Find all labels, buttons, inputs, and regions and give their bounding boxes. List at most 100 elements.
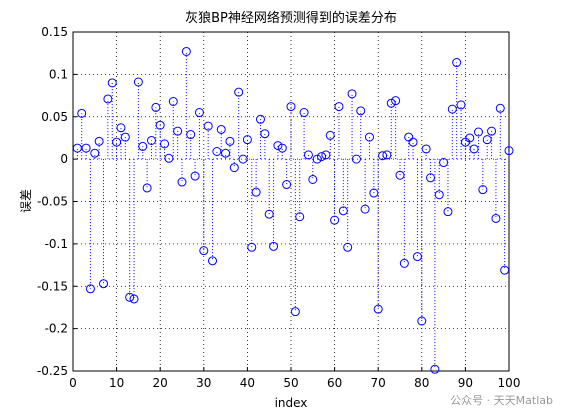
stem-marker [308,174,318,184]
stem-marker [208,256,218,266]
y-tick-label: 0 [60,152,68,166]
stem-marker [194,108,204,118]
x-tick-label: 90 [458,376,473,390]
x-tick-label: 70 [371,376,386,390]
y-tick-label: 0.15 [41,25,68,39]
stem-marker [299,108,309,118]
stem-marker [216,124,226,134]
stem-marker [229,163,239,173]
stem-marker [500,265,510,275]
stem-marker [495,103,505,113]
y-tick-label: -0.1 [45,237,68,251]
stem-marker [120,132,130,142]
stem-marker [277,143,287,153]
stem-marker [487,126,497,136]
stem-marker [186,130,196,140]
stem-marker [99,279,109,289]
stem-marker [203,121,213,131]
stem-marker [286,102,296,112]
stem-marker [255,114,265,124]
stem-marker [290,307,300,317]
x-tick-label: 10 [109,376,124,390]
stem-marker [273,141,283,151]
stem-marker [456,100,466,110]
x-tick-label: 0 [69,376,77,390]
stem-marker [478,185,488,195]
stem-marker [334,102,344,112]
stem-marker [160,139,170,149]
stem-marker [234,87,244,97]
stem-marker [491,213,501,223]
stem-marker [382,150,392,160]
stem-marker [168,96,178,106]
stem-marker [434,190,444,200]
x-tick-label: 100 [498,376,521,390]
stem-marker [242,135,252,145]
stem-marker [181,46,191,56]
stem-marker [391,96,401,106]
stem-marker [129,294,139,304]
stem-marker [269,241,279,251]
plot-frame [72,31,510,372]
stem-marker [469,144,479,154]
stem-marker [116,123,126,133]
stem-marker [264,209,274,219]
stem-marker [72,143,82,153]
stem-marker [107,78,117,88]
stem-marker [260,129,270,139]
stem-marker [247,242,257,252]
stem-marker [151,102,161,112]
y-tick-label: -0.15 [37,279,68,293]
stem-marker [386,98,396,108]
stem-marker [251,187,261,197]
stem-marker [399,258,409,268]
stem-marker [465,133,475,143]
stem-marker [155,120,165,130]
x-tick-label: 20 [153,376,168,390]
stem-marker [417,316,427,326]
stem-marker [77,108,87,118]
y-tick-label: -0.05 [37,195,68,209]
stem-marker [443,207,453,217]
stem-marker [199,246,209,256]
x-tick-label: 60 [327,376,342,390]
stem-marker [395,170,405,180]
y-tick-label: 0.1 [49,67,68,81]
stem-marker [343,242,353,252]
y-tick-label: 0.05 [41,110,68,124]
stem-marker [190,171,200,181]
y-tick-label: -0.2 [45,322,68,336]
stem-marker [473,127,483,137]
stem-marker [138,141,148,151]
stem-marker [81,143,91,153]
stem-marker [177,177,187,187]
stem-marker [221,148,231,158]
stem-marker [112,137,122,147]
y-axis-label: 误差 [19,189,33,213]
stem-marker [317,152,327,162]
y-tick-label: -0.25 [37,364,68,378]
stem-marker [504,146,514,156]
stem-marker [356,106,366,116]
stem-marker [482,135,492,145]
x-axis-label: index [275,396,308,410]
stem-marker [90,148,100,158]
stem-marker [412,252,422,262]
x-tick-label: 40 [240,376,255,390]
chart-title: 灰狼BP神经网络预测得到的误差分布 [185,10,397,26]
stem-marker [94,136,104,146]
stem-marker [142,183,152,193]
stem-marker [452,58,462,68]
x-tick-label: 50 [283,376,298,390]
x-tick-label: 30 [196,376,211,390]
x-tick-label: 80 [414,376,429,390]
stem-marker [295,212,305,222]
stem-marker [373,304,383,314]
stem-marker [321,150,331,160]
stem-marker [212,146,222,156]
stem-marker [173,126,183,136]
stem-marker [225,136,235,146]
stem-marker [282,180,292,190]
